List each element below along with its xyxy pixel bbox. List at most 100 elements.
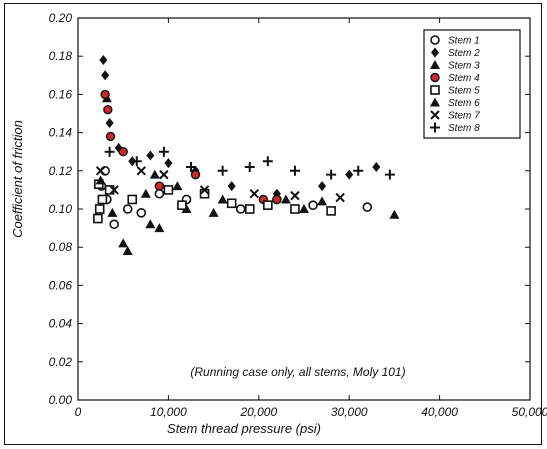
point-stem-3	[299, 204, 309, 213]
point-stem-2	[101, 70, 110, 81]
point-stem-8	[262, 156, 273, 167]
chart-annotation: (Running case only, all stems, Moly 101)	[190, 365, 405, 379]
point-stem-2	[146, 150, 155, 161]
legend-marker	[430, 110, 440, 120]
point-stem-5	[244, 204, 255, 214]
point-stem-5	[94, 204, 105, 214]
point-stem-7	[159, 169, 169, 180]
point-stem-6	[107, 207, 118, 217]
legend-label: Stem 2	[448, 48, 480, 59]
point-stem-2	[227, 181, 236, 192]
legend-box	[423, 29, 521, 139]
point-stem-8	[131, 156, 142, 167]
point-stem-5	[93, 213, 103, 224]
point-stem-8	[384, 169, 395, 180]
point-stem-4	[154, 181, 165, 191]
point-stem-6	[280, 194, 291, 204]
point-stem-1	[109, 219, 119, 230]
point-stem-1	[308, 200, 318, 210]
y-tick-label: 0.20	[49, 11, 73, 25]
legend-label: Stem 3	[448, 61, 480, 72]
point-stem-1	[136, 208, 147, 218]
legend-label: Stem 4	[448, 73, 480, 84]
x-tick-label: 40,000	[421, 405, 458, 419]
point-stem-3	[118, 238, 129, 248]
legend-label: Stem 8	[448, 123, 480, 134]
legend-label: Stem 7	[448, 111, 480, 122]
point-stem-7	[109, 185, 119, 195]
point-stem-6	[317, 196, 328, 206]
x-tick-label: 10,000	[150, 405, 187, 419]
x-tick-label: 20,000	[239, 405, 277, 419]
point-stem-5	[290, 204, 300, 214]
point-stem-3	[208, 207, 219, 217]
point-stem-5	[226, 198, 237, 209]
point-stem-7	[290, 190, 300, 201]
y-tick-label: 0.18	[49, 49, 73, 63]
point-stem-3	[389, 209, 400, 219]
point-stem-4	[272, 194, 282, 205]
point-stem-8	[158, 146, 169, 157]
point-stem-8	[186, 161, 196, 172]
y-tick-label: 0.02	[49, 355, 73, 369]
legend-marker	[430, 85, 440, 95]
point-stem-2	[164, 158, 173, 169]
x-tick-label: 30,000	[331, 405, 368, 419]
point-stem-8	[326, 169, 337, 180]
point-stem-1	[154, 188, 165, 199]
point-stem-5	[263, 200, 273, 210]
y-tick-label: 0.16	[49, 87, 73, 101]
point-stem-5	[163, 185, 174, 195]
y-tick-label: 0.10	[49, 202, 73, 216]
point-stem-4	[103, 104, 113, 115]
point-stem-2	[372, 161, 381, 172]
y-tick-label: 0.06	[49, 278, 73, 292]
point-stem-3	[154, 223, 165, 233]
y-axis-label: Coefficient of friction	[10, 120, 25, 238]
point-stem-2	[318, 181, 327, 192]
point-stem-5	[326, 206, 336, 216]
point-stem-3	[122, 246, 133, 256]
point-stem-3	[145, 219, 156, 229]
point-stem-6	[172, 181, 183, 191]
point-stem-6	[217, 194, 228, 204]
tick-labels: 0.00 0.02 0.04 0.06 0.08 0.10 0.12 0.14 0.16 0.18…	[49, 11, 547, 419]
point-stem-4	[118, 146, 128, 157]
x-axis-label: Stem thread pressure (psi)	[167, 421, 321, 436]
point-stem-8	[244, 161, 255, 172]
point-stem-5	[177, 200, 187, 210]
point-stem-8	[217, 165, 228, 176]
point-stem-6	[149, 169, 160, 179]
point-stem-7	[95, 166, 106, 176]
legend-marker	[431, 47, 439, 58]
x-tick-label: 0	[75, 405, 82, 419]
point-stem-4	[105, 131, 116, 142]
legend-marker	[430, 35, 440, 45]
point-stem-7	[199, 185, 210, 195]
point-stem-1	[235, 204, 246, 214]
point-stem-6	[95, 175, 106, 185]
legend-marker	[430, 122, 440, 133]
x-tick-label: 50,000	[512, 405, 547, 419]
legend-label: Stem 5	[448, 86, 480, 97]
legend-marker	[430, 97, 440, 107]
point-stem-7	[335, 192, 345, 203]
y-tick-label: 0.04	[49, 317, 73, 331]
legend-marker	[430, 72, 440, 83]
legend-marker	[430, 60, 440, 69]
point-stem-4	[190, 169, 201, 180]
y-tick-label: 0.12	[49, 164, 73, 178]
point-stem-5	[97, 194, 108, 205]
point-stem-7	[249, 189, 259, 199]
point-stem-1	[122, 204, 133, 214]
point-stem-8	[289, 165, 300, 176]
point-stem-2	[99, 55, 108, 66]
point-stem-2	[105, 118, 114, 129]
y-tick-label: 0.08	[49, 240, 73, 254]
point-stem-5	[127, 194, 138, 205]
point-stem-2	[345, 169, 354, 180]
point-stem-7	[136, 166, 146, 176]
axes	[77, 17, 531, 401]
